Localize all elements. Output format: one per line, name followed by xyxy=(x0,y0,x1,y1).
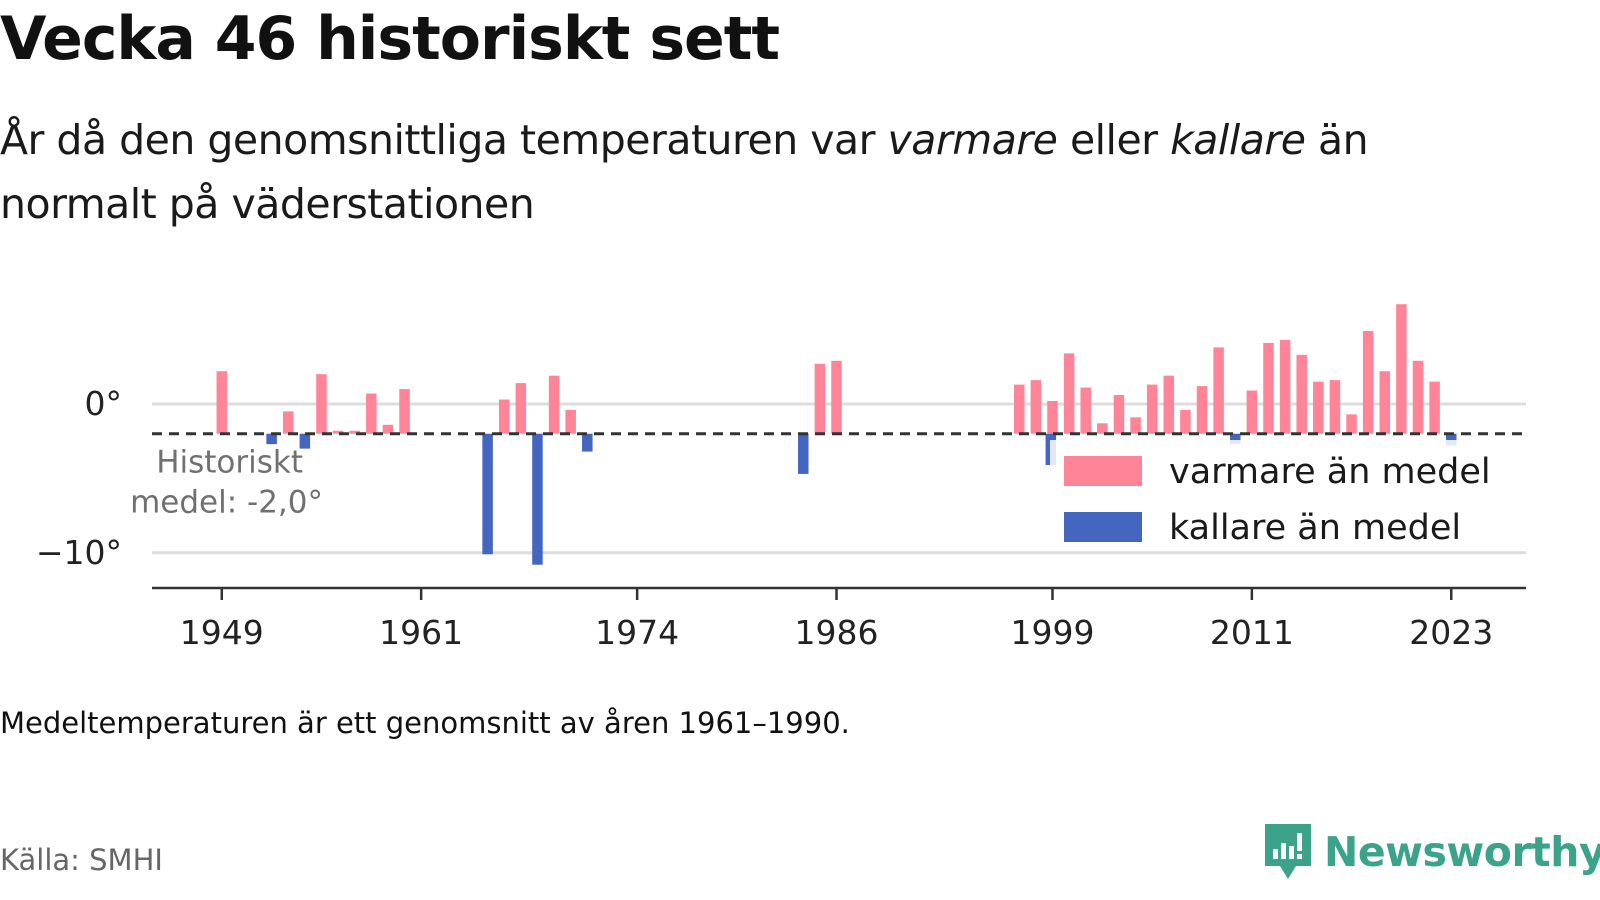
bar xyxy=(831,360,842,434)
bar xyxy=(1329,380,1341,434)
y-tick-labels: 0° −10° xyxy=(36,384,122,572)
bar xyxy=(1429,381,1440,434)
x-tick-label: 1949 xyxy=(180,613,264,652)
bar xyxy=(1030,380,1042,434)
bar xyxy=(582,433,593,452)
bar xyxy=(532,433,543,565)
legend: varmare än medel kallare än medel xyxy=(1050,440,1500,550)
legend-swatch-warm xyxy=(1064,456,1142,486)
x-tick-label: 1961 xyxy=(379,613,463,652)
bar xyxy=(349,430,360,434)
source-label: Källa: SMHI xyxy=(0,843,163,877)
bar xyxy=(266,433,277,445)
bar xyxy=(1047,400,1058,434)
newsworthy-logo-icon xyxy=(1265,824,1311,879)
bar xyxy=(1163,375,1175,434)
bar xyxy=(1412,360,1424,434)
chart-title: Vecka 46 historiskt sett xyxy=(0,4,780,74)
y-tick-label: −10° xyxy=(36,533,122,572)
legend-swatch-cold xyxy=(1064,512,1142,542)
newsworthy-logo: Newsworthy xyxy=(1262,818,1600,886)
footnote: Medeltemperaturen är ett genomsnitt av å… xyxy=(0,706,850,740)
subtitle-warm-word: varmare xyxy=(887,116,1058,164)
bars xyxy=(216,304,1457,565)
bar xyxy=(798,433,809,474)
bar xyxy=(482,433,493,555)
bar xyxy=(1263,342,1274,434)
bar xyxy=(1180,409,1191,434)
subtitle-text-middle: eller xyxy=(1057,116,1171,164)
bar xyxy=(565,409,576,434)
bar xyxy=(1014,384,1025,434)
bar xyxy=(316,374,327,434)
x-tick-label: 1974 xyxy=(595,613,679,652)
bar xyxy=(814,363,826,434)
bar xyxy=(548,375,560,434)
chart-subtitle: År då den genomsnittliga temperaturen va… xyxy=(0,108,1500,236)
x-tick-label: 1999 xyxy=(1011,613,1095,652)
x-tick-label: 2023 xyxy=(1409,613,1493,652)
bar xyxy=(216,371,228,434)
temperature-bar-chart: 0°−10° Historiskt medel: -2,0° 1949 1961 1… xyxy=(36,304,1526,652)
bar xyxy=(515,383,527,434)
bar xyxy=(282,411,294,434)
bar xyxy=(382,424,394,434)
bar xyxy=(1146,384,1158,434)
bar xyxy=(299,433,311,449)
bar xyxy=(498,399,510,434)
historical-mean-label-line-1: Historiskt xyxy=(156,445,303,481)
bar xyxy=(366,393,377,434)
bar xyxy=(1396,304,1407,434)
historical-mean-label: Historiskt medel: -2,0° xyxy=(130,445,323,521)
x-tick-label: 2011 xyxy=(1210,613,1294,652)
bar xyxy=(1313,381,1324,434)
bar xyxy=(1346,414,1357,434)
x-ticks: 1949 1961 1974 1986 1999 2011 2023 xyxy=(180,588,1493,652)
legend-label-cold: kallare än medel xyxy=(1169,508,1461,548)
bar xyxy=(1113,395,1125,434)
subtitle-text-end: än normalt på väderstationen xyxy=(0,116,1369,228)
subtitle-cold-word: kallare xyxy=(1170,116,1306,164)
bar xyxy=(1213,347,1224,434)
bar xyxy=(1246,390,1258,434)
legend-label-warm: varmare än medel xyxy=(1169,452,1491,492)
bar xyxy=(1080,387,1091,434)
subtitle-text-start: År då den genomsnittliga temperaturen va… xyxy=(0,116,888,164)
bar xyxy=(1379,371,1391,434)
bar xyxy=(1445,433,1457,446)
historical-mean-label-line-2: medel: -2,0° xyxy=(130,485,323,521)
x-tick-label: 1986 xyxy=(795,613,879,652)
bar xyxy=(1063,353,1075,434)
bar xyxy=(1196,386,1208,434)
bar xyxy=(1097,423,1108,434)
bar xyxy=(1130,417,1141,434)
bar xyxy=(1230,433,1241,445)
bar xyxy=(1279,339,1291,434)
bar xyxy=(332,430,344,434)
y-tick-label: 0° xyxy=(85,384,123,423)
newsworthy-logo-text: Newsworthy xyxy=(1324,828,1600,876)
bar xyxy=(399,389,410,434)
bar xyxy=(1362,331,1374,434)
bar xyxy=(1296,354,1307,434)
